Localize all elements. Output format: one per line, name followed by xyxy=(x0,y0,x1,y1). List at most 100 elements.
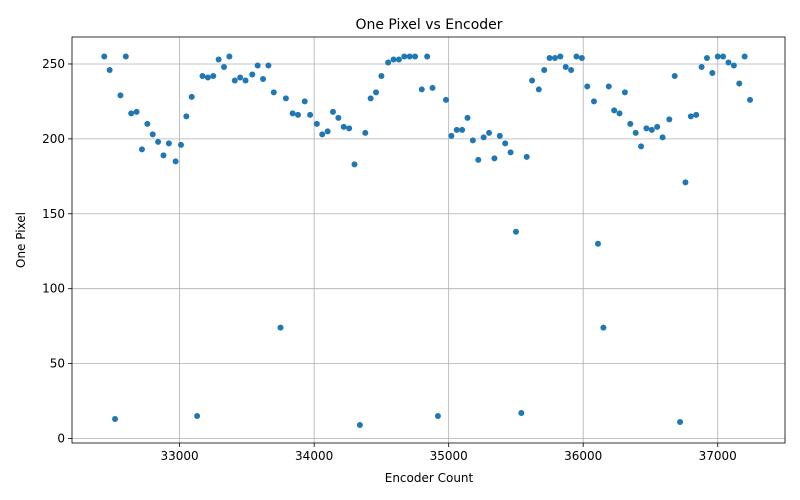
data-point xyxy=(149,131,156,138)
data-point xyxy=(486,129,493,136)
data-point xyxy=(395,56,402,63)
data-point xyxy=(546,54,553,61)
data-point xyxy=(194,413,201,420)
data-point xyxy=(605,83,612,90)
data-point xyxy=(351,161,358,168)
y-tick-label: 200 xyxy=(42,132,65,146)
data-point xyxy=(204,74,211,81)
y-axis-label: One Pixel xyxy=(14,212,28,268)
data-point xyxy=(709,69,716,76)
data-point xyxy=(595,240,602,247)
data-point xyxy=(480,134,487,141)
data-point xyxy=(638,143,645,150)
data-point xyxy=(659,134,666,141)
data-point xyxy=(666,116,673,123)
x-tick-label: 36000 xyxy=(564,449,602,463)
data-point xyxy=(117,92,124,99)
data-point xyxy=(385,59,392,66)
data-point xyxy=(165,140,172,147)
data-point xyxy=(725,59,732,66)
x-tick-label: 37000 xyxy=(699,449,737,463)
data-point xyxy=(557,53,564,60)
data-point xyxy=(319,131,326,138)
data-point xyxy=(535,86,542,93)
data-point xyxy=(429,84,436,91)
data-point xyxy=(172,158,179,165)
data-point xyxy=(496,132,503,139)
chart-title: One Pixel vs Encoder xyxy=(355,17,502,33)
x-tick-label: 35000 xyxy=(430,449,468,463)
data-point xyxy=(226,53,233,60)
data-point xyxy=(367,95,374,102)
data-point xyxy=(518,410,525,417)
data-point xyxy=(335,114,342,121)
data-point xyxy=(231,77,238,84)
data-point xyxy=(671,72,678,79)
y-tick-label: 0 xyxy=(57,432,65,446)
x-axis-ticks: 33000 34000 35000 36000 37000 xyxy=(161,443,737,463)
data-point xyxy=(122,53,129,60)
data-point xyxy=(442,96,449,103)
data-point xyxy=(144,120,151,127)
data-point xyxy=(265,62,272,69)
data-point xyxy=(155,138,162,145)
y-tick-label: 50 xyxy=(50,357,65,371)
data-point xyxy=(682,179,689,186)
data-point xyxy=(469,137,476,144)
y-tick-label: 250 xyxy=(42,57,65,71)
data-point xyxy=(720,53,727,60)
data-point xyxy=(188,93,195,100)
data-point xyxy=(747,96,754,103)
data-point xyxy=(254,62,261,69)
data-point xyxy=(260,75,267,82)
data-point xyxy=(714,53,721,60)
data-point xyxy=(221,63,228,70)
data-point xyxy=(643,125,650,132)
data-point xyxy=(502,140,509,147)
data-point xyxy=(199,72,206,79)
data-point xyxy=(237,74,244,81)
data-point xyxy=(693,111,700,118)
data-point xyxy=(654,123,661,130)
data-point xyxy=(362,129,369,136)
data-point xyxy=(687,113,694,120)
data-point xyxy=(512,228,519,235)
plot-frame xyxy=(71,36,786,444)
data-point xyxy=(464,114,471,121)
data-point xyxy=(307,111,314,118)
grid-lines xyxy=(72,37,785,443)
data-point xyxy=(459,126,466,133)
data-point xyxy=(390,56,397,63)
data-point xyxy=(277,324,284,331)
data-point xyxy=(346,125,353,132)
data-point xyxy=(736,80,743,87)
data-point xyxy=(562,63,569,70)
data-point xyxy=(741,53,748,60)
data-points xyxy=(101,53,754,429)
y-axis-ticks: 0 50 100 150 200 250 xyxy=(42,57,72,446)
data-point xyxy=(453,126,460,133)
data-point xyxy=(340,123,347,130)
data-point xyxy=(138,146,145,153)
data-point xyxy=(475,156,482,163)
data-point xyxy=(289,110,296,117)
data-point xyxy=(573,53,580,60)
y-tick-label: 150 xyxy=(42,207,65,221)
data-point xyxy=(295,111,302,118)
data-point xyxy=(324,128,331,135)
data-point xyxy=(632,129,639,136)
data-point xyxy=(627,120,634,127)
x-axis-label: Encoder Count xyxy=(385,471,474,485)
data-point xyxy=(491,155,498,162)
data-point xyxy=(418,86,425,93)
data-point xyxy=(160,152,167,159)
data-point xyxy=(106,66,113,73)
data-point xyxy=(356,422,363,429)
data-point xyxy=(133,108,140,115)
data-point xyxy=(401,53,408,60)
data-point xyxy=(541,66,548,73)
data-point xyxy=(448,132,455,139)
data-point xyxy=(507,149,514,156)
data-point xyxy=(611,107,618,114)
